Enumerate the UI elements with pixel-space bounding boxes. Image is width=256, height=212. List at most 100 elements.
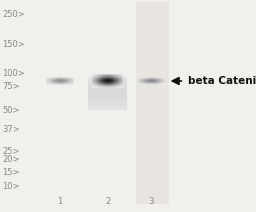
Bar: [137, 83, 138, 84]
Bar: [105, 78, 106, 79]
Bar: [118, 76, 119, 77]
Bar: [72, 84, 73, 85]
Bar: [120, 76, 121, 77]
Bar: [95, 87, 96, 88]
Bar: [88, 77, 127, 78]
Bar: [145, 80, 146, 81]
Bar: [55, 80, 56, 81]
Bar: [114, 83, 115, 84]
Bar: [118, 82, 119, 83]
Bar: [102, 74, 103, 75]
Text: 1: 1: [58, 197, 63, 206]
Bar: [95, 75, 96, 76]
Bar: [93, 75, 94, 76]
Bar: [68, 78, 69, 79]
Bar: [154, 78, 155, 79]
Bar: [141, 84, 142, 85]
Bar: [112, 79, 113, 80]
Bar: [99, 74, 100, 75]
Bar: [103, 81, 104, 82]
Bar: [47, 81, 48, 82]
Bar: [64, 84, 65, 85]
Bar: [143, 82, 144, 83]
Bar: [88, 89, 127, 91]
Bar: [48, 82, 49, 83]
Bar: [138, 79, 139, 80]
Bar: [61, 78, 62, 79]
Bar: [93, 77, 94, 78]
Bar: [103, 83, 104, 84]
Text: beta Catenin: beta Catenin: [188, 76, 256, 86]
Bar: [73, 80, 74, 81]
Bar: [50, 77, 51, 78]
Bar: [141, 81, 142, 82]
Bar: [56, 84, 57, 85]
Bar: [119, 74, 120, 75]
Bar: [120, 78, 121, 79]
Bar: [50, 77, 51, 78]
Bar: [64, 83, 65, 84]
Bar: [143, 77, 144, 78]
Bar: [101, 84, 102, 85]
Bar: [92, 84, 93, 85]
Bar: [62, 78, 63, 79]
Bar: [148, 77, 149, 78]
Bar: [117, 76, 118, 77]
Bar: [47, 82, 48, 83]
Bar: [62, 83, 63, 84]
Bar: [111, 82, 112, 83]
Bar: [58, 82, 59, 83]
Bar: [50, 82, 51, 83]
Bar: [157, 82, 158, 83]
Bar: [110, 81, 111, 82]
Bar: [108, 75, 109, 76]
Bar: [103, 86, 104, 87]
Bar: [111, 81, 112, 82]
Bar: [99, 87, 100, 88]
Bar: [56, 79, 57, 80]
Bar: [105, 81, 106, 82]
Bar: [67, 84, 68, 85]
Bar: [110, 82, 111, 83]
Bar: [106, 80, 107, 81]
Bar: [161, 81, 162, 82]
Bar: [92, 79, 93, 80]
Bar: [62, 82, 63, 83]
Bar: [93, 74, 94, 75]
Bar: [99, 77, 100, 78]
Bar: [94, 78, 95, 79]
Bar: [142, 78, 143, 79]
Bar: [122, 83, 123, 84]
Bar: [154, 80, 155, 81]
Bar: [100, 77, 101, 78]
Bar: [120, 85, 121, 86]
Bar: [63, 82, 64, 83]
Bar: [143, 80, 144, 81]
Bar: [163, 77, 164, 78]
Bar: [148, 80, 149, 81]
Bar: [163, 79, 164, 80]
Bar: [106, 77, 107, 78]
Bar: [117, 84, 118, 85]
Bar: [122, 87, 123, 88]
Bar: [88, 103, 127, 105]
Bar: [62, 81, 63, 82]
Bar: [97, 87, 98, 88]
Text: 37>: 37>: [3, 125, 20, 134]
Bar: [153, 80, 154, 81]
Bar: [106, 76, 107, 77]
Bar: [51, 83, 52, 84]
Bar: [160, 78, 161, 79]
Bar: [49, 80, 50, 81]
Bar: [138, 80, 139, 81]
Bar: [145, 82, 146, 83]
Bar: [116, 75, 117, 76]
Bar: [69, 84, 70, 85]
Bar: [88, 88, 127, 89]
Bar: [156, 82, 157, 83]
Bar: [51, 83, 52, 84]
Bar: [120, 75, 121, 76]
Bar: [157, 84, 158, 85]
Bar: [157, 78, 158, 79]
Bar: [118, 81, 119, 82]
